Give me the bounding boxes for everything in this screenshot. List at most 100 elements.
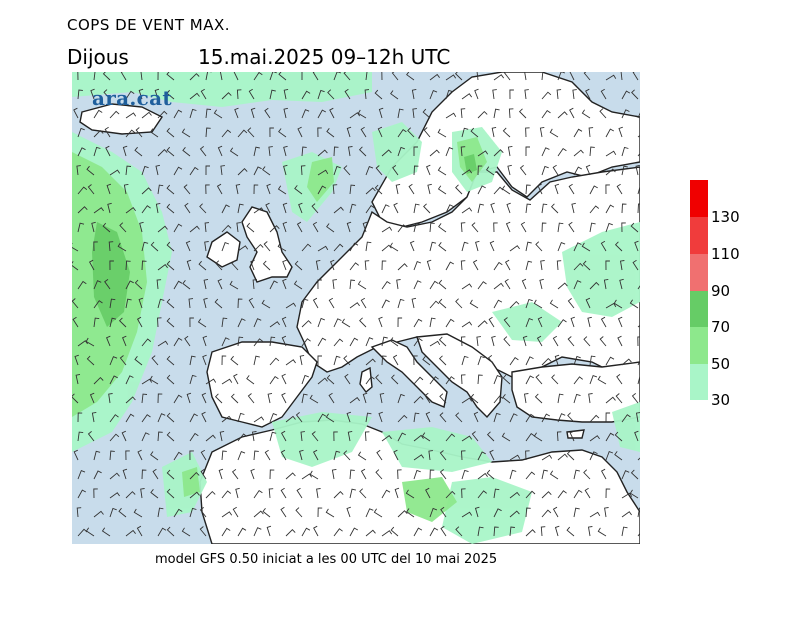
wind-barb bbox=[533, 432, 543, 442]
wind-barb bbox=[554, 525, 560, 537]
wind-barb bbox=[253, 184, 259, 195]
wind-barb bbox=[600, 468, 607, 480]
wind-barb bbox=[203, 278, 209, 290]
wind-barb bbox=[186, 392, 192, 404]
wind-barb bbox=[264, 449, 271, 461]
wind-barb bbox=[541, 91, 552, 100]
wind-barb bbox=[149, 375, 159, 385]
wind-barb bbox=[166, 203, 175, 214]
wind-barb bbox=[93, 207, 104, 214]
wind-barb bbox=[301, 473, 313, 480]
wind-barb bbox=[277, 185, 287, 195]
wind-barb bbox=[218, 468, 224, 480]
wind-barb bbox=[204, 222, 210, 233]
wind-barb bbox=[166, 431, 175, 442]
wind-barb bbox=[557, 413, 566, 423]
wind-barb bbox=[202, 335, 208, 347]
wind-barb bbox=[264, 107, 271, 119]
wind-barb bbox=[581, 242, 591, 252]
wind-barb bbox=[413, 469, 421, 480]
wind-barb bbox=[445, 204, 454, 214]
wind-barb bbox=[541, 203, 548, 214]
wind-barb bbox=[427, 183, 432, 195]
wind-barb bbox=[605, 150, 617, 157]
wind-barb bbox=[599, 108, 607, 119]
wind-barb bbox=[557, 72, 566, 81]
wind-barb bbox=[540, 260, 545, 271]
wind-barb bbox=[637, 285, 640, 290]
wind-barb bbox=[552, 506, 559, 518]
wind-barb bbox=[90, 88, 95, 100]
wind-barb bbox=[616, 374, 623, 385]
wind-barb bbox=[75, 373, 81, 385]
wind-barb bbox=[509, 491, 520, 499]
wind-barb bbox=[205, 127, 211, 138]
wind-barb bbox=[621, 203, 627, 214]
wind-barb bbox=[269, 357, 280, 366]
wind-barb bbox=[587, 526, 593, 537]
wind-barb bbox=[189, 507, 197, 518]
wind-barb bbox=[541, 147, 550, 157]
wind-barb bbox=[250, 107, 256, 119]
wind-barb bbox=[140, 72, 143, 81]
wind-barb bbox=[109, 356, 118, 366]
wind-barb bbox=[490, 202, 495, 214]
wind-barb bbox=[365, 358, 376, 366]
wind-barb bbox=[221, 204, 230, 214]
wind-barb bbox=[637, 185, 640, 195]
cyprus bbox=[566, 429, 585, 439]
wind-barb bbox=[604, 507, 609, 518]
wind-barb bbox=[438, 336, 447, 347]
wind-barb bbox=[508, 108, 514, 119]
wind-barb bbox=[502, 374, 511, 385]
wind-barb bbox=[376, 449, 383, 461]
wind-barb bbox=[520, 221, 527, 233]
wind-barb bbox=[280, 449, 287, 461]
wind-barb bbox=[141, 260, 147, 271]
wind-barb bbox=[109, 450, 115, 461]
wind-barb bbox=[618, 126, 623, 138]
wind-barb bbox=[298, 202, 303, 214]
wind-barb bbox=[166, 146, 175, 157]
wind-barb bbox=[205, 490, 216, 499]
wind-barb bbox=[477, 490, 487, 499]
wind-barb bbox=[381, 336, 388, 347]
wind-barb bbox=[437, 185, 447, 195]
wind-barb bbox=[429, 90, 438, 100]
wind-barb bbox=[525, 146, 530, 156]
wind-barb bbox=[93, 510, 104, 518]
wind-barb bbox=[509, 510, 520, 518]
wind-barb bbox=[491, 335, 496, 347]
wind-barb bbox=[88, 259, 95, 271]
wind-barb bbox=[557, 222, 564, 233]
wind-barb bbox=[557, 319, 567, 328]
wind-barb bbox=[469, 299, 479, 309]
wind-barb bbox=[173, 337, 183, 347]
wind-barb bbox=[253, 338, 263, 347]
legend-label-110: 110 bbox=[711, 245, 740, 263]
wind-barb bbox=[493, 395, 504, 404]
wind-barb bbox=[282, 202, 288, 214]
wind-barb bbox=[525, 490, 536, 499]
wind-barb bbox=[525, 413, 535, 423]
sardinia bbox=[359, 366, 373, 394]
wind-barb bbox=[106, 335, 111, 347]
wind-barb bbox=[460, 222, 466, 233]
wind-barb bbox=[493, 74, 505, 81]
wind-barb bbox=[109, 110, 120, 119]
wind-barb bbox=[583, 72, 591, 81]
wind-barb bbox=[567, 412, 575, 423]
wind-barb bbox=[473, 411, 479, 423]
wind-barb bbox=[141, 378, 153, 385]
wind-barb bbox=[397, 393, 405, 404]
wind-barb bbox=[316, 488, 321, 499]
wind-barb bbox=[349, 527, 359, 537]
wind-barb bbox=[397, 432, 407, 442]
wind-barb bbox=[199, 203, 207, 214]
legend-swatch-110-130 bbox=[690, 217, 708, 254]
wind-barb bbox=[215, 260, 223, 271]
wind-barb bbox=[573, 507, 580, 518]
wind-barb bbox=[333, 146, 339, 157]
wind-barb bbox=[76, 165, 81, 176]
wind-barb bbox=[381, 355, 387, 366]
